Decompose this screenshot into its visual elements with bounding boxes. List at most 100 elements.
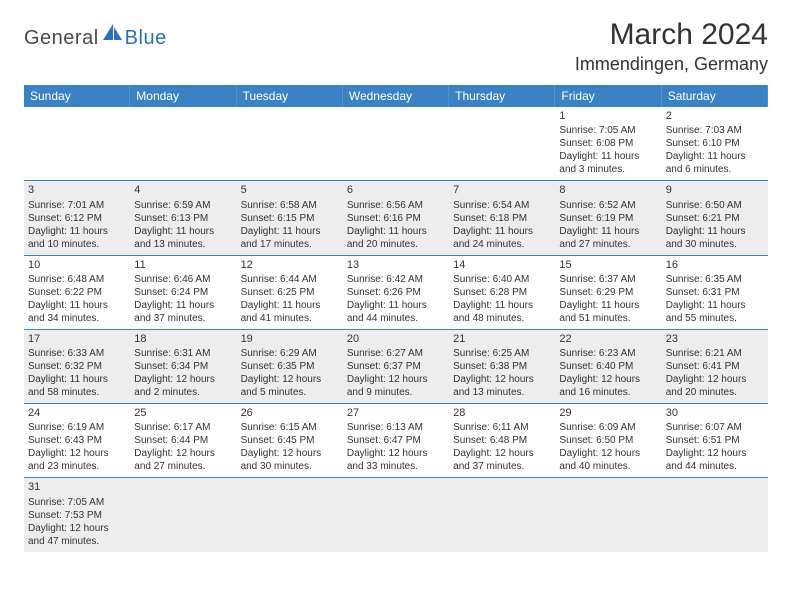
sunset-line: Sunset: 6:15 PM [241, 212, 339, 225]
day-number: 20 [347, 332, 445, 346]
sunrise-line: Sunrise: 7:03 AM [666, 124, 764, 137]
sunrise-line: Sunrise: 6:21 AM [666, 347, 764, 360]
sunset-line: Sunset: 6:32 PM [28, 360, 126, 373]
daylight-line: Daylight: 11 hours and 51 minutes. [559, 299, 657, 325]
sunrise-line: Sunrise: 6:37 AM [559, 273, 657, 286]
day-number: 3 [28, 183, 126, 197]
calendar-cell: 11Sunrise: 6:46 AMSunset: 6:24 PMDayligh… [130, 256, 236, 330]
day-number: 12 [241, 258, 339, 272]
day-number: 14 [453, 258, 551, 272]
daylight-line: Daylight: 12 hours and 44 minutes. [666, 447, 764, 473]
daylight-line: Daylight: 12 hours and 5 minutes. [241, 373, 339, 399]
sunset-line: Sunset: 6:47 PM [347, 434, 445, 447]
location-title: Immendingen, Germany [575, 54, 768, 75]
day-number: 30 [666, 406, 764, 420]
day-number: 11 [134, 258, 232, 272]
sunset-line: Sunset: 6:13 PM [134, 212, 232, 225]
sunrise-line: Sunrise: 6:58 AM [241, 199, 339, 212]
day-number: 15 [559, 258, 657, 272]
day-number: 16 [666, 258, 764, 272]
daylight-line: Daylight: 12 hours and 23 minutes. [28, 447, 126, 473]
day-number: 7 [453, 183, 551, 197]
calendar-cell: 1Sunrise: 7:05 AMSunset: 6:08 PMDaylight… [555, 107, 661, 181]
day-number: 13 [347, 258, 445, 272]
day-number: 25 [134, 406, 232, 420]
sunrise-line: Sunrise: 6:59 AM [134, 199, 232, 212]
day-header: Saturday [662, 85, 768, 107]
daylight-line: Daylight: 11 hours and 41 minutes. [241, 299, 339, 325]
day-number: 28 [453, 406, 551, 420]
daylight-line: Daylight: 12 hours and 30 minutes. [241, 447, 339, 473]
sunset-line: Sunset: 6:18 PM [453, 212, 551, 225]
sunrise-line: Sunrise: 6:07 AM [666, 421, 764, 434]
day-header: Monday [130, 85, 236, 107]
calendar-cell: 4Sunrise: 6:59 AMSunset: 6:13 PMDaylight… [130, 181, 236, 255]
calendar-cell [237, 107, 343, 181]
calendar-cell: 26Sunrise: 6:15 AMSunset: 6:45 PMDayligh… [237, 404, 343, 478]
calendar-cell: 2Sunrise: 7:03 AMSunset: 6:10 PMDaylight… [662, 107, 768, 181]
logo: General Blue [24, 24, 167, 53]
calendar-cell [449, 107, 555, 181]
calendar-cell: 30Sunrise: 6:07 AMSunset: 6:51 PMDayligh… [662, 404, 768, 478]
sunset-line: Sunset: 6:50 PM [559, 434, 657, 447]
sunrise-line: Sunrise: 6:25 AM [453, 347, 551, 360]
daylight-line: Daylight: 11 hours and 10 minutes. [28, 225, 126, 251]
sunrise-line: Sunrise: 6:46 AM [134, 273, 232, 286]
calendar-cell: 8Sunrise: 6:52 AMSunset: 6:19 PMDaylight… [555, 181, 661, 255]
daylight-line: Daylight: 11 hours and 44 minutes. [347, 299, 445, 325]
daylight-line: Daylight: 11 hours and 6 minutes. [666, 150, 764, 176]
calendar-cell [24, 107, 130, 181]
calendar-cell: 15Sunrise: 6:37 AMSunset: 6:29 PMDayligh… [555, 256, 661, 330]
sunset-line: Sunset: 6:48 PM [453, 434, 551, 447]
sunset-line: Sunset: 6:29 PM [559, 286, 657, 299]
calendar-cell: 16Sunrise: 6:35 AMSunset: 6:31 PMDayligh… [662, 256, 768, 330]
sunset-line: Sunset: 6:25 PM [241, 286, 339, 299]
calendar-cell: 17Sunrise: 6:33 AMSunset: 6:32 PMDayligh… [24, 330, 130, 404]
calendar-cell: 19Sunrise: 6:29 AMSunset: 6:35 PMDayligh… [237, 330, 343, 404]
sunset-line: Sunset: 7:53 PM [28, 509, 126, 522]
calendar-cell: 22Sunrise: 6:23 AMSunset: 6:40 PMDayligh… [555, 330, 661, 404]
calendar-cell [449, 478, 555, 551]
logo-text-general: General [24, 27, 99, 50]
sunrise-line: Sunrise: 6:33 AM [28, 347, 126, 360]
day-number: 5 [241, 183, 339, 197]
sunrise-line: Sunrise: 6:42 AM [347, 273, 445, 286]
day-number: 18 [134, 332, 232, 346]
day-header: Friday [555, 85, 661, 107]
calendar-cell: 5 Sunrise: 6:58 AMSunset: 6:15 PMDaylight… [237, 181, 343, 255]
daylight-line: Daylight: 11 hours and 30 minutes. [666, 225, 764, 251]
day-number: 31 [28, 480, 126, 494]
daylight-line: Daylight: 11 hours and 37 minutes. [134, 299, 232, 325]
calendar-cell: 3 Sunrise: 7:01 AMSunset: 6:12 PMDaylight… [24, 181, 130, 255]
daylight-line: Daylight: 11 hours and 17 minutes. [241, 225, 339, 251]
calendar-cell: 25Sunrise: 6:17 AMSunset: 6:44 PMDayligh… [130, 404, 236, 478]
sunset-line: Sunset: 6:43 PM [28, 434, 126, 447]
day-number: 6 [347, 183, 445, 197]
sunrise-line: Sunrise: 7:01 AM [28, 199, 126, 212]
sunset-line: Sunset: 6:12 PM [28, 212, 126, 225]
calendar-cell: 23Sunrise: 6:21 AMSunset: 6:41 PMDayligh… [662, 330, 768, 404]
day-number: 22 [559, 332, 657, 346]
sunset-line: Sunset: 6:26 PM [347, 286, 445, 299]
calendar-cell [555, 478, 661, 551]
day-header: Tuesday [237, 85, 343, 107]
sunrise-line: Sunrise: 6:23 AM [559, 347, 657, 360]
day-number: 4 [134, 183, 232, 197]
day-number: 2 [666, 109, 764, 123]
sunrise-line: Sunrise: 6:35 AM [666, 273, 764, 286]
daylight-line: Daylight: 12 hours and 47 minutes. [28, 522, 126, 548]
title-block: March 2024 Immendingen, Germany [575, 18, 768, 75]
month-title: March 2024 [575, 18, 768, 52]
calendar-cell: 7Sunrise: 6:54 AMSunset: 6:18 PMDaylight… [449, 181, 555, 255]
calendar-cell: 24Sunrise: 6:19 AMSunset: 6:43 PMDayligh… [24, 404, 130, 478]
daylight-line: Daylight: 11 hours and 24 minutes. [453, 225, 551, 251]
day-header: Wednesday [343, 85, 449, 107]
calendar-cell: 14Sunrise: 6:40 AMSunset: 6:28 PMDayligh… [449, 256, 555, 330]
sunset-line: Sunset: 6:38 PM [453, 360, 551, 373]
sunset-line: Sunset: 6:10 PM [666, 137, 764, 150]
calendar-cell [237, 478, 343, 551]
calendar-cell [130, 107, 236, 181]
sunset-line: Sunset: 6:16 PM [347, 212, 445, 225]
daylight-line: Daylight: 12 hours and 33 minutes. [347, 447, 445, 473]
calendar-cell [130, 478, 236, 551]
